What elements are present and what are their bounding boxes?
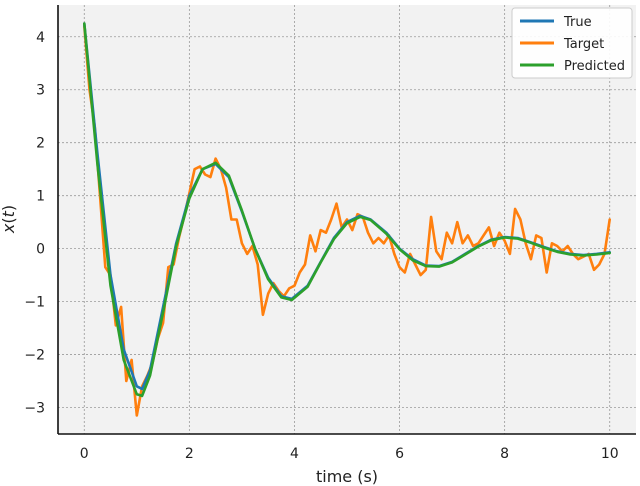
y-tick-label: 0 <box>36 242 45 258</box>
y-tick-label: −3 <box>24 401 45 417</box>
y-tick-label: 2 <box>36 136 45 152</box>
series-layer <box>83 22 612 417</box>
x-tick-label: 2 <box>185 446 194 462</box>
y-tick-label: 4 <box>36 30 45 46</box>
y-tick-label: −1 <box>24 295 45 311</box>
x-tick-label: 10 <box>601 446 619 462</box>
y-axis-title: x(t) <box>0 205 18 234</box>
y-tick-label: −2 <box>24 348 45 364</box>
legend-box <box>511 7 633 79</box>
axes <box>57 5 636 435</box>
legend-label-true: True <box>563 15 592 30</box>
tick-labels: 0 2 4 6 8 10 −3 −2 −1 0 1 2 3 4 <box>24 30 618 462</box>
y-axis-title-open: ( <box>0 217 18 223</box>
x-axis-title: time (s) <box>316 467 378 486</box>
x-tick-label: 0 <box>80 446 89 462</box>
series-line-predicted <box>83 22 612 398</box>
y-axis-title-arg: t <box>0 210 18 217</box>
legend: True Target Predicted <box>511 7 633 79</box>
y-axis-title-var: x <box>0 223 18 234</box>
y-axis-title-close: ) <box>0 205 18 211</box>
legend-label-predicted: Predicted <box>564 59 625 74</box>
x-tick-label: 4 <box>290 446 299 462</box>
x-tick-label: 8 <box>500 446 509 462</box>
y-tick-label: 1 <box>36 189 45 205</box>
legend-label-target: Target <box>563 37 604 52</box>
x-tick-label: 6 <box>395 446 404 462</box>
y-tick-label: 3 <box>36 83 45 99</box>
